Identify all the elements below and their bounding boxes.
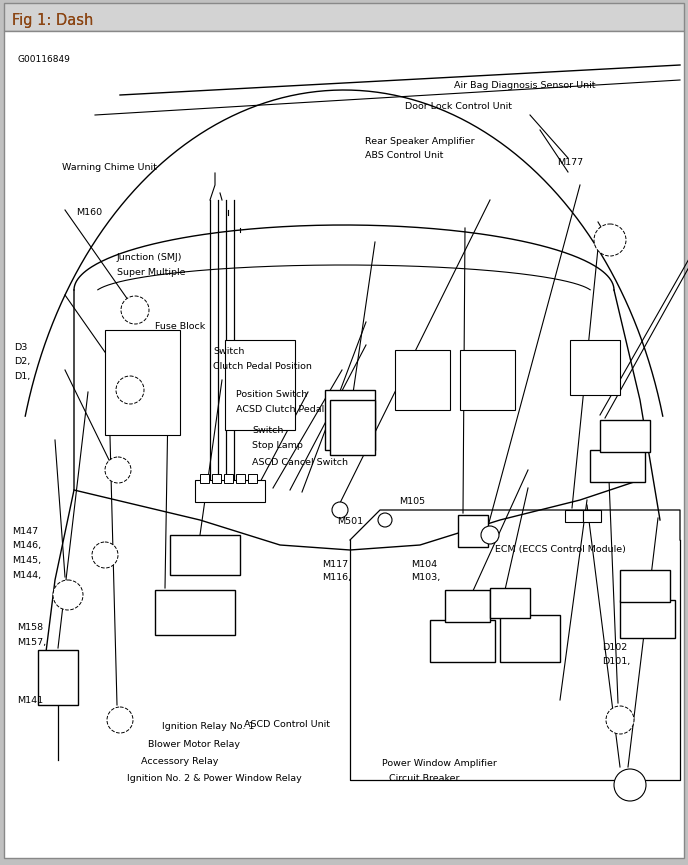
Text: ASCD Control Unit: ASCD Control Unit — [244, 720, 330, 728]
Text: Rear Speaker Amplifier: Rear Speaker Amplifier — [365, 137, 474, 145]
Bar — [38, 650, 78, 705]
Text: M104: M104 — [411, 560, 437, 568]
Text: Stop Lamp: Stop Lamp — [252, 441, 303, 450]
Text: M141: M141 — [17, 696, 43, 705]
Text: ACSD Clutch Pedal: ACSD Clutch Pedal — [236, 405, 324, 413]
Bar — [500, 615, 560, 662]
Text: M157,: M157, — [17, 638, 46, 646]
Text: M158: M158 — [17, 623, 43, 631]
Bar — [590, 450, 645, 482]
Bar — [224, 474, 233, 483]
Text: G00116849: G00116849 — [17, 55, 70, 64]
Text: Warning Chime Unit: Warning Chime Unit — [62, 163, 157, 171]
Circle shape — [332, 502, 348, 518]
Text: Blower Motor Relay: Blower Motor Relay — [148, 740, 240, 748]
Text: M103,: M103, — [411, 573, 440, 582]
Text: Ignition Relay No. 1: Ignition Relay No. 1 — [162, 722, 254, 731]
Circle shape — [107, 707, 133, 733]
Bar — [212, 474, 221, 483]
Text: D2,: D2, — [14, 357, 30, 366]
Circle shape — [378, 513, 392, 527]
Text: D1,: D1, — [14, 372, 30, 381]
Circle shape — [116, 376, 144, 404]
Circle shape — [105, 457, 131, 483]
Bar — [583, 510, 601, 522]
Bar — [170, 535, 240, 575]
Text: M160: M160 — [76, 208, 102, 216]
Text: Door Lock Control Unit: Door Lock Control Unit — [405, 102, 512, 111]
Text: Power Window Amplifier: Power Window Amplifier — [382, 759, 497, 767]
Bar — [565, 510, 583, 522]
Text: M116,: M116, — [322, 573, 351, 582]
Circle shape — [481, 526, 499, 544]
Text: Air Bag Diagnosis Sensor Unit: Air Bag Diagnosis Sensor Unit — [454, 81, 596, 90]
Bar — [395, 350, 450, 410]
Text: Fig 1: Dash: Fig 1: Dash — [12, 14, 94, 29]
Text: Position Switch: Position Switch — [236, 390, 308, 399]
Text: ASCD Cancel Switch: ASCD Cancel Switch — [252, 458, 349, 467]
Text: Fuse Block: Fuse Block — [155, 322, 205, 330]
Bar — [195, 480, 265, 502]
Bar — [458, 515, 488, 547]
Text: ABS Control Unit: ABS Control Unit — [365, 151, 443, 160]
Text: M105: M105 — [399, 497, 425, 506]
Bar — [330, 400, 375, 455]
Bar — [620, 570, 670, 602]
Bar — [4, 3, 684, 31]
Bar — [430, 620, 495, 662]
Text: Clutch Pedal Position: Clutch Pedal Position — [213, 362, 312, 370]
Text: Junction (SMJ): Junction (SMJ) — [117, 253, 182, 262]
Bar — [325, 390, 375, 450]
Circle shape — [92, 542, 118, 568]
Text: D3: D3 — [14, 343, 27, 351]
Text: M117: M117 — [322, 560, 348, 568]
Bar — [570, 340, 620, 395]
Bar — [105, 330, 180, 435]
Text: M501: M501 — [337, 517, 363, 526]
Text: Fig 1: Dash: Fig 1: Dash — [12, 14, 94, 29]
Text: ECM (ECCS Control Module): ECM (ECCS Control Module) — [495, 545, 626, 554]
Bar — [225, 340, 295, 430]
Bar — [445, 590, 490, 622]
Bar — [248, 474, 257, 483]
Circle shape — [606, 706, 634, 734]
Bar — [600, 420, 650, 452]
Circle shape — [53, 580, 83, 610]
Text: M144,: M144, — [12, 571, 41, 580]
Text: D101,: D101, — [602, 657, 630, 666]
Text: Accessory Relay: Accessory Relay — [141, 757, 218, 766]
Text: D102: D102 — [602, 643, 627, 651]
Bar — [236, 474, 245, 483]
Circle shape — [594, 224, 626, 256]
Circle shape — [121, 296, 149, 324]
Bar — [490, 588, 530, 618]
Text: M177: M177 — [557, 158, 583, 167]
Text: Switch: Switch — [252, 426, 284, 435]
Bar — [155, 590, 235, 635]
Circle shape — [614, 769, 646, 801]
Text: Ignition No. 2 & Power Window Relay: Ignition No. 2 & Power Window Relay — [127, 774, 302, 783]
Text: Circuit Breaker: Circuit Breaker — [389, 774, 459, 783]
Text: M147: M147 — [12, 527, 39, 535]
Bar — [200, 474, 209, 483]
Text: Super Multiple: Super Multiple — [117, 268, 186, 277]
Text: Switch: Switch — [213, 347, 245, 356]
Text: M146,: M146, — [12, 541, 41, 550]
Text: M145,: M145, — [12, 556, 41, 565]
Bar — [460, 350, 515, 410]
Bar — [620, 600, 675, 638]
